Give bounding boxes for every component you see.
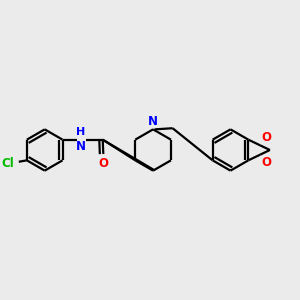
Text: O: O — [262, 130, 272, 144]
Text: N: N — [148, 115, 158, 128]
Text: H: H — [76, 127, 86, 137]
Text: N: N — [76, 140, 86, 153]
Text: Cl: Cl — [1, 157, 13, 170]
Text: O: O — [262, 156, 272, 170]
Text: O: O — [98, 158, 108, 170]
